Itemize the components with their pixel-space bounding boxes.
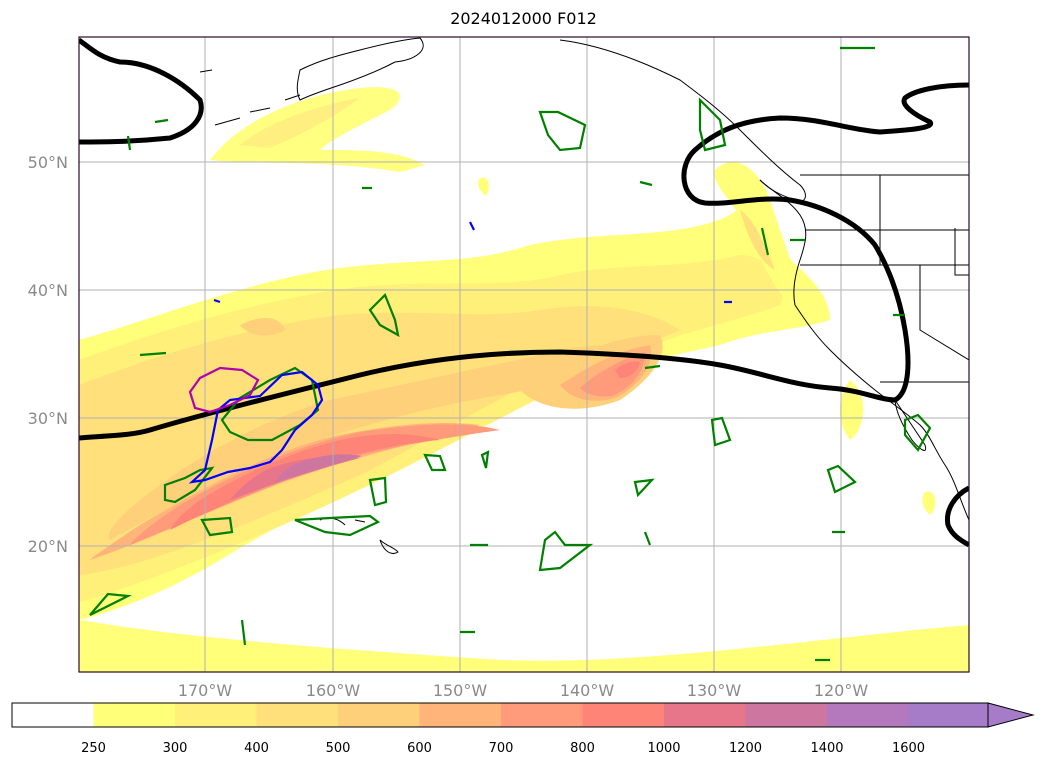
longitude-labels: 170°W 160°W 150°W 140°W 130°W 120°W [178, 681, 869, 700]
colorbar-tick-label: 1000 [647, 741, 680, 756]
ivt-east-core-800 [615, 361, 640, 378]
map-area [79, 37, 969, 672]
interior-border-2 [954, 228, 969, 276]
green-contour-11 [538, 530, 594, 572]
lon-label-170w: 170°W [178, 681, 233, 700]
green-contour-5 [163, 466, 215, 504]
colorbar-segment [908, 703, 991, 727]
colorbar-outline [11, 702, 989, 728]
lon-label-140w: 140°W [560, 681, 615, 700]
blue-contour-small-2 [213, 298, 221, 304]
colorbar-tick-label: 500 [326, 741, 351, 756]
green-contour-3 [698, 97, 727, 152]
blue-contour-small-1 [469, 221, 475, 231]
colorbar-segments [12, 703, 991, 727]
map-title: 2024012000 F012 [450, 9, 597, 28]
ivt-river-east-patch [839, 380, 864, 440]
green-contour-17 [460, 530, 845, 662]
ivt-river-1200 [275, 454, 362, 482]
ivt-shading [79, 87, 969, 672]
colorbar-segment [93, 703, 176, 727]
black-contours [79, 37, 969, 548]
lon-label-160w: 160°W [306, 681, 361, 700]
black-contour-main [79, 82, 969, 441]
colorbar-tick-label: 300 [163, 741, 188, 756]
magenta-contour-main [188, 366, 260, 414]
colorbar-segment [256, 703, 339, 727]
blue-contours [188, 221, 732, 484]
green-contour-10 [480, 450, 490, 469]
colorbar-segment [338, 703, 420, 727]
colorbar-tick-label: 1200 [729, 741, 762, 756]
green-contour-9 [423, 453, 447, 472]
lon-label-130w: 130°W [687, 681, 742, 700]
lat-label-50n: 50°N [28, 153, 68, 172]
green-contour-16 [89, 592, 132, 616]
latitude-labels: 50°N 40°N 30°N 20°N [28, 153, 68, 556]
baja-california [894, 399, 927, 451]
ivt-patch-west-lobe [240, 318, 285, 336]
magenta-contours [188, 366, 260, 414]
green-contour-8 [368, 476, 388, 507]
colorbar-tick-label: 250 [81, 741, 106, 756]
ivt-patch-small-2 [922, 491, 936, 515]
green-contours [89, 46, 932, 662]
green-contour-1 [368, 293, 400, 338]
us-west-coast [794, 304, 969, 521]
colorbar-segment [501, 703, 583, 727]
ivt-band-north [210, 87, 425, 172]
lat-label-40n: 40°N [28, 281, 68, 300]
lon-label-150w: 150°W [433, 681, 488, 700]
green-contour-2 [538, 110, 587, 152]
ivt-coast-band-inner [740, 210, 775, 270]
colorbar-tick-label: 600 [407, 741, 432, 756]
ivt-river-south-tail [79, 620, 969, 672]
colorbar-tick-label: 800 [570, 741, 595, 756]
ivt-band-north-inner [240, 98, 360, 148]
colorbar-tick-label: 1400 [810, 741, 843, 756]
colorbar-tick-label: 400 [244, 741, 269, 756]
colorbar-segment [745, 703, 828, 727]
green-contour-14 [826, 464, 857, 494]
green-contour-13 [710, 416, 732, 447]
lon-label-120w: 120°W [814, 681, 869, 700]
ivt-river-800 [170, 434, 440, 530]
blue-contour-main [188, 370, 324, 484]
green-contour-18 [126, 46, 905, 646]
alaska-coast [296, 37, 424, 101]
black-contour-southeast [944, 485, 969, 548]
green-contour-4 [220, 366, 320, 442]
graticule [79, 37, 969, 672]
colorbar-tick-labels: 250 300 400 500 600 700 800 1000 1200 1400 1600 [81, 741, 925, 756]
colorbar-segment [827, 703, 909, 727]
green-contour-15 [903, 413, 932, 452]
colorbar-tick-label: 700 [489, 741, 514, 756]
black-contour-northwest [79, 37, 204, 145]
lat-label-30n: 30°N [28, 409, 68, 428]
colorbar-tick-label: 1600 [892, 741, 925, 756]
bc-coast [759, 179, 807, 306]
green-contour-7 [294, 514, 381, 537]
colorbar-segment [12, 703, 94, 727]
aleutian-chain [199, 69, 301, 126]
ivt-patch-small-1 [478, 177, 489, 196]
colorbar-segment [582, 703, 665, 727]
green-contour-12 [633, 478, 655, 498]
colorbar-segment [419, 703, 502, 727]
colorbar-segment [664, 703, 746, 727]
green-contour-6 [200, 516, 234, 537]
colorbar: 250 300 400 500 600 700 800 1000 1200 1400 1600 [11, 702, 1035, 756]
map-frame [78, 36, 970, 673]
state-border-ca-nv [919, 265, 969, 361]
colorbar-segment [175, 703, 257, 727]
lat-label-20n: 20°N [28, 537, 68, 556]
colorbar-extend-arrow [987, 702, 1035, 728]
